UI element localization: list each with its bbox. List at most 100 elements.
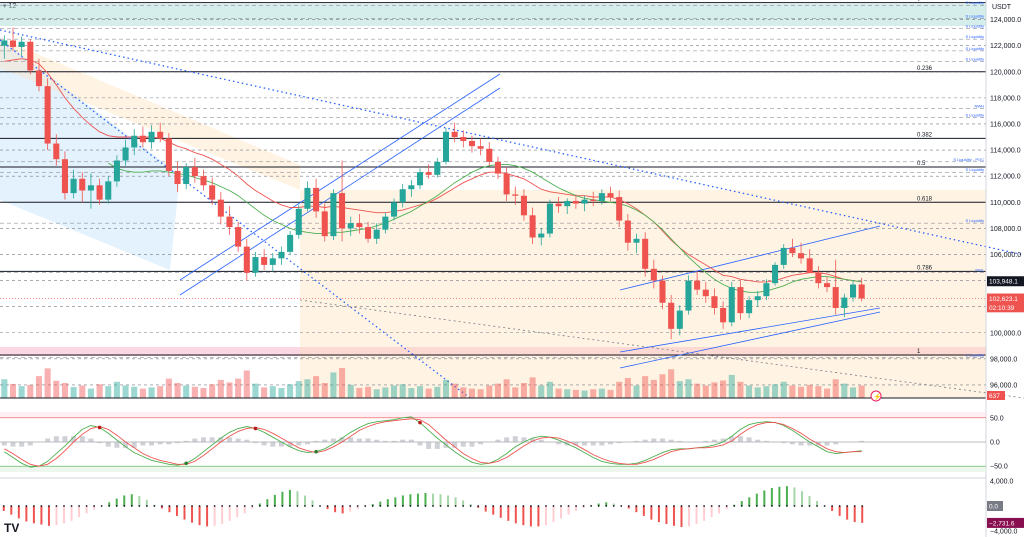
lightning-icon[interactable] [870, 390, 882, 402]
candle-body [823, 283, 831, 288]
osc-diff-bar [582, 442, 588, 446]
volume-bar [96, 384, 103, 398]
hist-tick-label: 4,000.0 [990, 479, 1013, 486]
volume-bar [1, 379, 8, 398]
volume-bar [607, 389, 614, 398]
hist-zero-dot [537, 505, 540, 507]
hist-zero-dot [364, 505, 367, 507]
volume-bar [806, 384, 813, 398]
price-axis[interactable]: 96,000.098,000.0100,000.0102,000.0104,00… [990, 17, 1021, 389]
osc-diff-bar [382, 440, 388, 442]
osc-diff-bar [746, 437, 752, 442]
volume-bar [650, 379, 657, 398]
fib-label: 0.786 [917, 265, 933, 271]
candle-body [460, 137, 467, 141]
hist-zero-dot [108, 505, 111, 507]
candle-body [468, 140, 476, 147]
liquidity-label: S Liquidity [966, 34, 984, 39]
candle-body [416, 172, 424, 186]
osc-diff-bar [252, 442, 258, 444]
candle-body [607, 193, 614, 198]
volume-bar [235, 378, 242, 398]
candle-body [382, 216, 389, 230]
candle-body [616, 197, 623, 221]
tradingview-logo[interactable]: TV [4, 521, 20, 535]
volume-bar [555, 388, 562, 398]
osc-diff-bar [10, 442, 16, 447]
volume-bar [434, 386, 441, 398]
volume-bar [823, 388, 831, 398]
osc-diff-bar [330, 438, 336, 442]
hist-zero-dot [665, 505, 668, 507]
hist-zero-dot [213, 505, 216, 507]
hist-zero-dot [334, 505, 337, 507]
supply-zone [0, 4, 986, 26]
hist-zero-dot [349, 505, 352, 507]
osc-diff-bar [659, 438, 665, 442]
hist-zero-dot [605, 505, 608, 507]
price-tag-label: 02:10:39 [989, 305, 1015, 312]
volume-bar [356, 388, 363, 398]
candle-body [477, 146, 484, 149]
hist-zero-dot [635, 505, 638, 507]
osc-tick-label: 50.0 [990, 415, 1004, 422]
hist-zero-dot [70, 505, 73, 507]
hist-zero-dot [786, 505, 788, 507]
volume-bar [347, 384, 354, 398]
volume-bars [1, 368, 865, 398]
volume-bar [832, 379, 839, 398]
volume-bar [685, 379, 692, 398]
osc-diff-bar [556, 442, 562, 445]
osc-diff-bar [105, 442, 111, 447]
hist-zero-dot [718, 505, 721, 507]
volume-bar [538, 385, 545, 398]
volume-bar [278, 388, 285, 398]
hist-zero-dot [2, 505, 5, 507]
candle-body [252, 257, 259, 273]
candle-body [737, 287, 744, 314]
channel-line [179, 87, 501, 296]
candle-body [642, 238, 649, 269]
candle-body [356, 223, 363, 228]
osc-diff-bar [123, 442, 129, 448]
volume-bar [61, 383, 68, 398]
candle-body [676, 310, 683, 329]
hist-zero-dot [138, 505, 141, 507]
osc-diff-bar [538, 439, 544, 442]
hist-tick-label: −4,000.0 [990, 528, 1018, 535]
volume-bar [399, 384, 406, 398]
volume-bar [494, 383, 501, 398]
oscillator-pane[interactable]: 50.0 0.0 −50.0 [0, 412, 1008, 472]
volume-bar [668, 369, 675, 398]
price-tag-label: 102,623.1 [989, 296, 1018, 303]
hist-zero-dot [477, 505, 480, 507]
volume-bar [9, 383, 17, 398]
projection-zone [300, 190, 986, 398]
volume-bar [849, 387, 857, 398]
candle-body [728, 287, 735, 323]
value-tag-label: −2,731.6 [989, 520, 1015, 527]
candle-body [269, 258, 276, 265]
volume-bar [676, 381, 683, 398]
osc-diff-bar [530, 438, 536, 442]
hist-zero-dot [816, 505, 818, 507]
candle-body [44, 86, 51, 144]
hist-zero-dot [725, 505, 728, 507]
currency-label[interactable]: USDT [992, 4, 1012, 11]
hist-zero-dot [17, 505, 20, 507]
volume-bar [87, 388, 94, 398]
osc-diff-bar [140, 442, 146, 446]
osc-diff-bar [807, 442, 813, 446]
volume-bar [598, 388, 605, 398]
osc-diff-bar [53, 436, 59, 442]
liquidity-labels: S Liquidity S Liquidity S Liquidity S Liqui… [0, 0, 986, 358]
osc-diff-bar [348, 437, 354, 442]
hist-zero-dot [424, 505, 427, 507]
candle-body [720, 307, 727, 323]
volume-bar [287, 384, 294, 398]
volume-bar [564, 389, 571, 398]
histogram-pane[interactable]: 4,000.00.0−4,000.00.0−2,731.6 [2, 479, 1024, 536]
volume-bar [131, 386, 138, 398]
hist-zero-dot [552, 505, 555, 507]
